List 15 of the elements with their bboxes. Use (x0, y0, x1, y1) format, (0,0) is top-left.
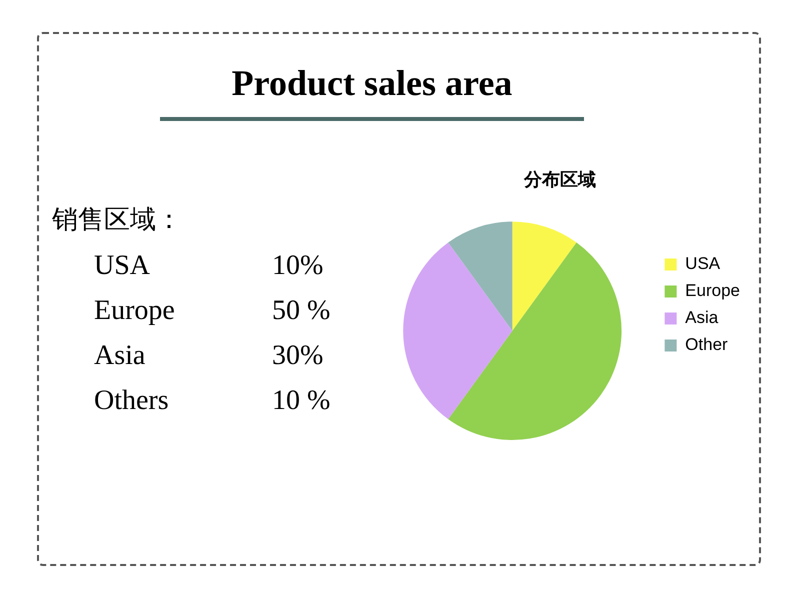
text: 30% (272, 339, 324, 373)
text: 10 % (272, 384, 330, 418)
legend-label: USA (685, 254, 721, 274)
text: USA (94, 249, 152, 283)
text: Europe (94, 294, 176, 328)
legend-label: Other (685, 335, 728, 354)
text: 销售区域： (52, 204, 183, 237)
legend-label: Asia (685, 308, 719, 328)
text: Others (94, 384, 170, 418)
text: 10% (272, 249, 324, 283)
legend-label: Europe (685, 281, 740, 300)
text: 50 % (272, 294, 330, 328)
text: Asia (94, 339, 146, 373)
text: Product sales area (230, 62, 514, 104)
chart-title: 分布区域 (523, 169, 596, 190)
